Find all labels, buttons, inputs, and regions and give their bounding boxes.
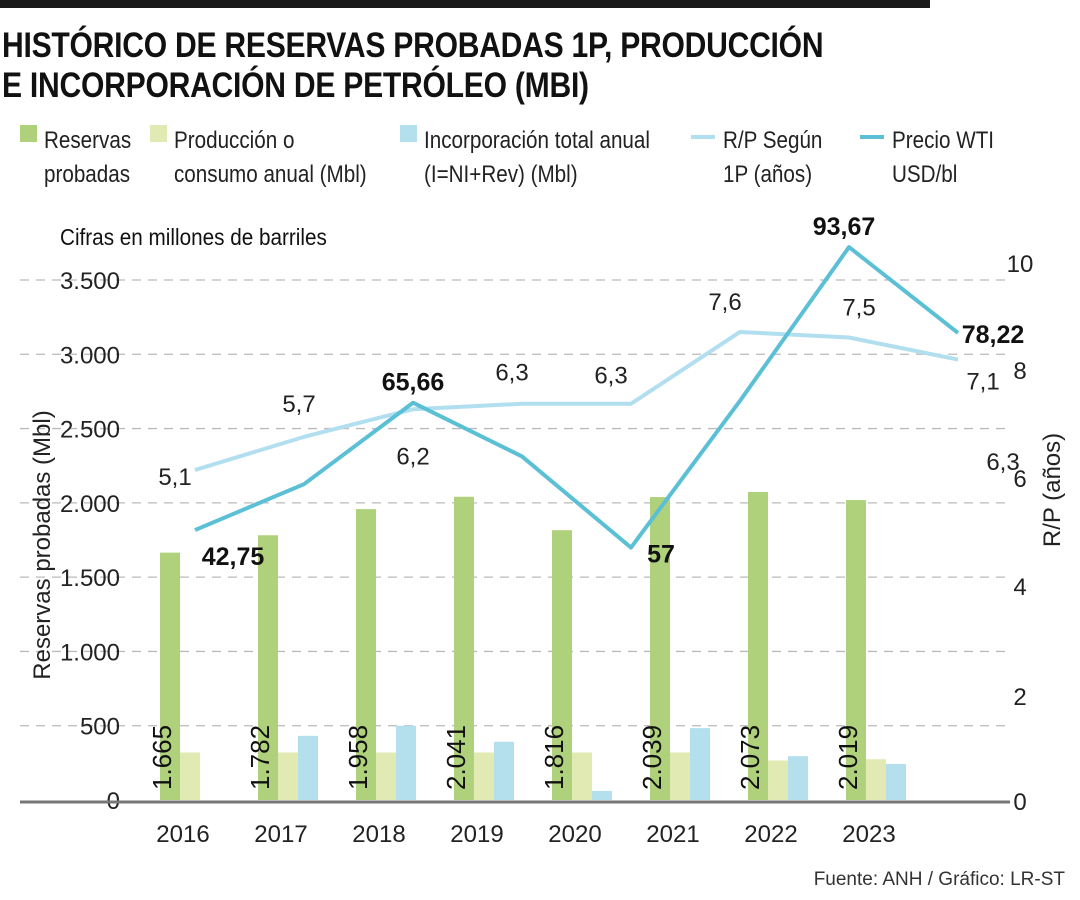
y-right-tick-label: 4: [1013, 574, 1026, 601]
rp-data-label: 7,1: [966, 369, 999, 396]
bar-reservas: [748, 492, 768, 800]
x-tick-label: 2016: [156, 821, 209, 848]
x-tick-label: 2023: [842, 821, 895, 848]
rp-data-label: 5,1: [158, 464, 191, 491]
bar-incorporacion: [396, 725, 416, 800]
legend-label: 1P (años): [723, 161, 812, 188]
y-tick-label: 1.000: [60, 639, 120, 666]
y-tick-label: 3.500: [60, 268, 120, 295]
y-tick-label: 2.500: [60, 417, 120, 444]
y-right-tick-label: 6: [1013, 466, 1026, 493]
y-tick-label: 500: [80, 714, 120, 741]
bar-incorporacion: [788, 756, 808, 800]
stray-annotation: 6,3: [986, 449, 1019, 476]
bar-value-label: 2.019: [833, 725, 863, 790]
y-right-tick-label: 10: [1007, 251, 1034, 278]
bar-produccion: [278, 752, 298, 800]
legend-label: (I=NI+Rev) (Mbl): [424, 161, 578, 188]
legend-label: USD/bl: [892, 161, 957, 188]
bar-reservas: [160, 552, 180, 800]
rp-data-label: 6,3: [495, 360, 528, 387]
lines: 5,1 5,7 6,2 6,3 6,3 7,6 7,5 7,1 42,75 65,66 57 93,6…: [158, 213, 1024, 571]
source-note: Fuente: ANH / Gráfico: LR-ST: [814, 869, 1066, 890]
x-tick-label: 2018: [352, 821, 405, 848]
bar-incorporacion: [494, 741, 514, 800]
rp-data-label: 7,6: [708, 289, 741, 316]
y-axis-title: Reservas probadas (Mbl): [29, 410, 56, 679]
bar-incorporacion: [592, 790, 612, 800]
x-tick-label: 2021: [646, 821, 699, 848]
legend-label: R/P Según: [723, 127, 822, 154]
rp-data-label: 6,2: [396, 443, 429, 470]
bar-produccion: [670, 752, 690, 800]
rp-data-label: 6,3: [594, 363, 627, 390]
legend-label: Incorporación total anual: [424, 127, 650, 154]
wti-data-label: 57: [647, 541, 675, 569]
rp-data-label: 7,5: [842, 295, 875, 322]
bar-value-label: 1.958: [343, 725, 373, 790]
rp-line: [194, 329, 959, 472]
x-tick-label: 2022: [744, 821, 797, 848]
chart-subtitle: Cifras en millones de barriles: [60, 224, 327, 250]
bars: 1.665 1.782 1.958 2.041 1.816 2.039 2.073 2.019: [147, 492, 906, 800]
wti-data-label: 93,67: [813, 213, 876, 241]
chart-title-line-2: E INCORPORACIÓN DE PETRÓLEO (MBI): [2, 66, 589, 105]
bar-incorporacion: [886, 763, 906, 800]
y-right-tick-label: 2: [1013, 684, 1026, 711]
bar-incorporacion: [298, 735, 318, 800]
rp-data-label: 5,7: [282, 391, 315, 418]
legend-label: consumo anual (Mbl): [174, 161, 367, 188]
legend-label: Producción o: [174, 127, 294, 154]
y-right-axis-title: R/P (años): [1039, 433, 1066, 547]
chart-title-line-1: HISTÓRICO DE RESERVAS PROBADAS 1P, PRODU…: [2, 26, 824, 65]
x-tick-label: 2017: [254, 821, 307, 848]
bar-reservas: [258, 535, 278, 800]
bar-value-label: 2.041: [441, 725, 471, 790]
legend-swatch-1: [150, 125, 167, 142]
bar-value-label: 2.039: [637, 725, 667, 790]
y-right-tick-label: 8: [1013, 358, 1026, 385]
x-tick-label: 2020: [548, 821, 601, 848]
axes: 05001.0001.5002.0002.5003.0003.500024681…: [20, 251, 1066, 848]
bar-reservas: [552, 530, 572, 800]
bar-reservas: [356, 509, 376, 800]
bar-produccion: [866, 759, 886, 800]
bar-incorporacion: [690, 728, 710, 800]
y-tick-label: 3.000: [60, 342, 120, 369]
legend: Reservas probadas Producción o consumo anua…: [20, 125, 994, 187]
gridlines: [20, 279, 1010, 727]
y-tick-label: 1.500: [60, 565, 120, 592]
wti-data-label: 78,22: [962, 321, 1025, 349]
bar-produccion: [180, 752, 200, 800]
bar-reservas: [650, 497, 670, 800]
y-tick-label: 2.000: [60, 491, 120, 518]
bar-reservas: [846, 500, 866, 800]
legend-label: probadas: [44, 161, 130, 188]
bar-reservas: [454, 496, 474, 800]
bar-value-label: 1.665: [147, 725, 177, 790]
y-right-tick-label: 0: [1013, 789, 1026, 816]
wti-line: [194, 245, 960, 550]
wti-data-label: 65,66: [382, 369, 445, 397]
legend-swatch-0: [20, 125, 37, 142]
bar-produccion: [474, 752, 494, 800]
wti-data-label: 42,75: [202, 543, 265, 571]
bar-value-label: 1.816: [539, 725, 569, 790]
bar-produccion: [376, 752, 396, 800]
legend-label: Precio WTI: [892, 127, 994, 154]
legend-swatch-2: [400, 125, 417, 142]
bar-produccion: [768, 760, 788, 800]
x-tick-label: 2019: [450, 821, 503, 848]
bar-produccion: [572, 752, 592, 800]
legend-label: Reservas: [44, 127, 131, 154]
bar-value-label: 2.073: [735, 725, 765, 790]
bar-value-label: 1.782: [245, 725, 275, 790]
top-rule: [0, 0, 930, 8]
